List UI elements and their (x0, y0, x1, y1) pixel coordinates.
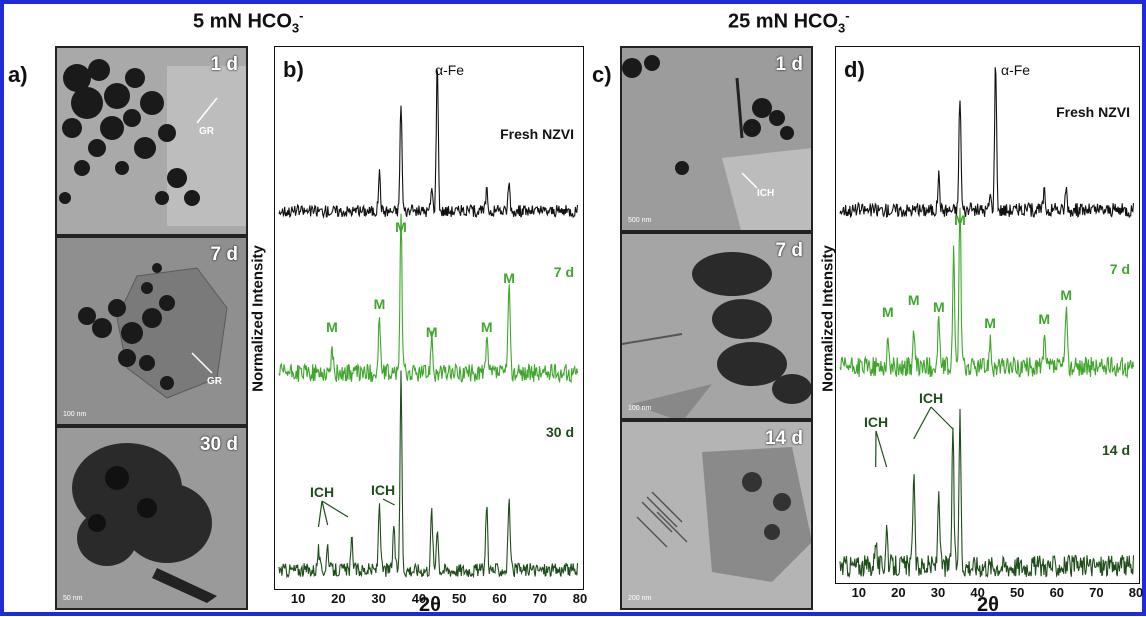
m-peak-label: M (374, 296, 386, 312)
tem-scalebar: 100 nm (628, 405, 651, 412)
tem-time-label: 7 d (211, 244, 238, 266)
tem-scalebar: 500 nm (628, 217, 651, 224)
xrd-trace (279, 214, 578, 382)
group-title-left-text: 5 mN HCO (193, 11, 292, 33)
x-tick-label: 20 (891, 585, 905, 600)
m-peak-label: M (1038, 311, 1050, 327)
ich-label: ICH (864, 414, 888, 430)
xrd-b-xlabel: 2θ (400, 594, 460, 617)
xrd-trace (279, 371, 578, 578)
panel-letter-a: a) (8, 62, 28, 88)
xrd-trace-label: 14 d (1102, 442, 1130, 458)
tem-time-label: 1 d (776, 54, 803, 76)
tem-image-left-1d: 1 d GR (55, 46, 248, 236)
x-tick-label: 80 (1129, 585, 1143, 600)
group-title-left-sup: - (299, 8, 303, 23)
xrd-trace (279, 69, 578, 217)
tem-time-label: 14 d (765, 428, 803, 450)
xrd-b-ylabel: Normalized Intensity (250, 229, 267, 409)
m-peak-label: M (882, 304, 894, 320)
m-peak-label: M (395, 219, 407, 235)
m-peak-label: M (481, 319, 493, 335)
x-tick-label: 70 (532, 591, 546, 606)
tem-image-left-30d: 30 d 50 nm (55, 426, 248, 610)
tem-image-right-14d: 14 d 200 nm (620, 420, 813, 610)
ich-label: ICH (919, 390, 943, 406)
xrd-trace-label: 7 d (554, 264, 574, 280)
tem-annotation: GR (207, 376, 222, 387)
tem-particles (57, 48, 248, 236)
m-peak-label: M (326, 319, 338, 335)
xrd-trace (840, 208, 1134, 377)
xrd-panel-b: Fresh NZVI 7 d 30 d α-Fe M M M M M M ICH ICH b) (274, 46, 584, 590)
x-tick-label: 30 (931, 585, 945, 600)
xrd-trace-label: Fresh NZVI (1056, 104, 1130, 120)
xrd-d-xlabel: 2θ (958, 594, 1018, 617)
ich-arrow (322, 501, 348, 517)
ich-arrow (318, 501, 322, 527)
x-tick-label: 70 (1089, 585, 1103, 600)
tem-image-right-7d: 7 d 100 nm (620, 232, 813, 420)
ich-arrow (876, 431, 887, 467)
m-peak-label: M (933, 299, 945, 315)
ich-arrow (931, 407, 953, 429)
tem-particles (57, 238, 248, 426)
x-tick-label: 10 (291, 591, 305, 606)
panel-letter-b: b) (283, 57, 304, 83)
x-tick-label: 30 (371, 591, 385, 606)
tem-image-left-7d: 7 d GR 100 nm (55, 236, 248, 426)
tem-scalebar: 100 nm (63, 411, 86, 418)
group-title-left: 5 mN HCO3- (193, 8, 303, 36)
xrd-plot-b: Fresh NZVI 7 d 30 d α-Fe M M M M M M ICH ICH (275, 47, 582, 588)
ich-label: ICH (371, 482, 395, 498)
m-peak-label: M (1060, 287, 1072, 303)
tem-particles (622, 422, 813, 610)
xrd-trace-label: Fresh NZVI (500, 126, 574, 142)
tem-time-label: 30 d (200, 434, 238, 456)
group-title-right: 25 mN HCO3- (728, 8, 850, 36)
x-tick-label: 20 (331, 591, 345, 606)
ich-label: ICH (310, 484, 334, 500)
tem-annotation: ICH (757, 188, 774, 199)
x-tick-label: 10 (852, 585, 866, 600)
m-peak-label: M (503, 270, 515, 286)
x-tick-label: 60 (492, 591, 506, 606)
xrd-d-ylabel: Normalized Intensity (820, 229, 837, 409)
xrd-trace (840, 67, 1134, 217)
tem-time-label: 7 d (776, 240, 803, 262)
panel-letter-d: d) (844, 57, 865, 83)
m-peak-label: M (954, 212, 966, 228)
m-peak-label: M (984, 315, 996, 331)
tem-annotation: GR (199, 126, 214, 137)
alpha-fe-label: α-Fe (1001, 62, 1030, 78)
alpha-fe-label: α-Fe (435, 62, 464, 78)
x-tick-label: 60 (1050, 585, 1064, 600)
group-title-right-text: 25 mN HCO (728, 11, 838, 33)
group-title-right-sup: - (845, 8, 849, 23)
tem-scalebar: 50 nm (63, 595, 82, 602)
tem-scalebar: 200 nm (628, 595, 651, 602)
ich-arrow (383, 499, 395, 505)
x-tick-label: 80 (573, 591, 587, 606)
xrd-trace-label: 7 d (1110, 261, 1130, 277)
m-peak-label: M (426, 324, 438, 340)
m-peak-label: M (908, 292, 920, 308)
ich-arrow (914, 407, 931, 439)
xrd-trace (840, 409, 1134, 577)
tem-image-right-1d: 1 d ICH 500 nm (620, 46, 813, 232)
tem-time-label: 1 d (211, 54, 238, 76)
panel-letter-c: c) (592, 62, 612, 88)
xrd-trace-label: 30 d (546, 424, 574, 440)
